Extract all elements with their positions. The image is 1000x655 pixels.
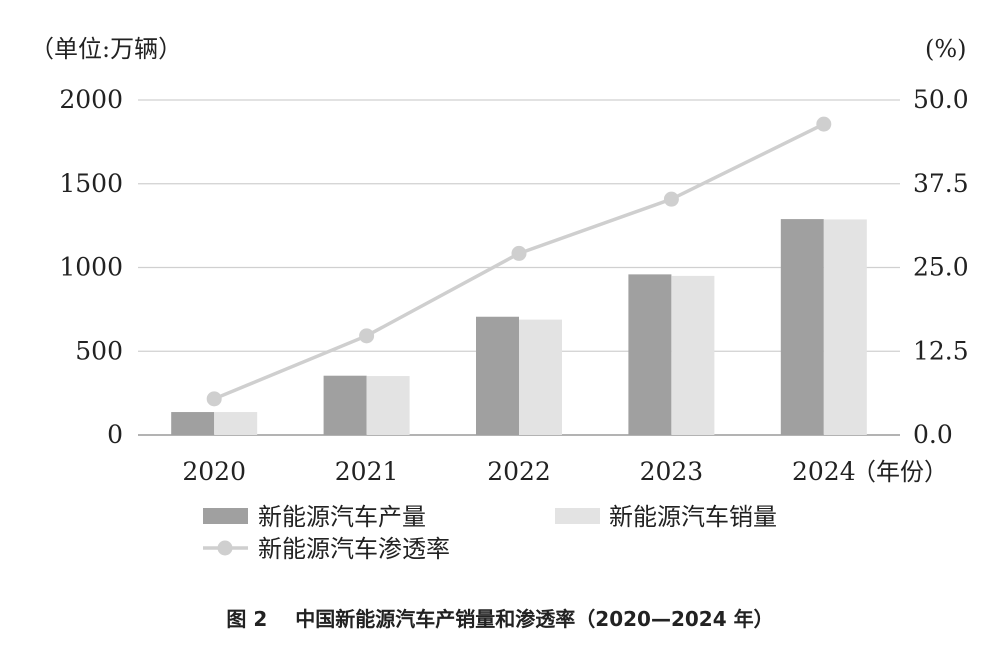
penetration-line [206,116,832,407]
right-tick-label: 37.5 [913,169,969,198]
bar-sales [519,319,562,435]
bar-production [323,375,367,435]
legend-marker-penetration [217,540,233,556]
bar-sales [671,275,715,435]
bar-production [780,219,824,435]
right-tick-label: 25.0 [913,253,969,282]
legend-swatch-sales [555,508,600,524]
x-axis-ticks: 2020 2021 2022 2023 2024 [182,457,855,486]
right-tick-label: 0.0 [913,420,953,449]
penetration-point [359,328,375,344]
penetration-point [511,245,527,261]
legend-label-sales: 新能源汽车销量 [609,503,777,531]
left-tick-label: 0 [107,420,123,449]
chart: （单位:万辆） (%) 0 500 1000 1500 2000 0.0 12.5 25.0… [30,35,969,563]
penetration-point [816,116,832,132]
bar-production [171,412,215,435]
left-tick-label: 500 [75,336,123,365]
right-tick-label: 12.5 [913,336,969,365]
bars [171,219,867,435]
bar-sales [823,219,867,435]
bar-sales [366,376,410,435]
x-tick-label: 2021 [335,457,399,486]
left-axis-ticks: 0 500 1000 1500 2000 [59,85,123,449]
figure-title: 中国新能源汽车产销量和渗透率（2020—2024 年） [295,607,774,631]
legend-label-production: 新能源汽车产量 [258,503,426,531]
left-tick-label: 1500 [59,169,123,198]
figure-number: 图 2 [226,607,268,631]
x-tick-label: 2024 [792,457,856,486]
x-tick-label: 2022 [487,457,551,486]
legend-label-penetration: 新能源汽车渗透率 [258,535,450,563]
x-tick-label: 2020 [182,457,246,486]
penetration-point [663,191,679,207]
right-axis-unit-label: (%) [925,35,967,63]
bar-sales [214,412,258,435]
figure-caption: 图 2 中国新能源汽车产销量和渗透率（2020—2024 年） [0,603,1000,632]
left-tick-label: 2000 [59,85,123,114]
left-axis-unit-label: （单位:万辆） [30,35,182,63]
legend-swatch-production [203,508,248,524]
x-tick-label: 2023 [640,457,704,486]
right-tick-label: 50.0 [913,85,969,114]
left-tick-label: 1000 [59,253,123,282]
bar-production [476,316,519,435]
bar-production [628,274,672,435]
x-axis-unit-label: （年份） [852,458,948,486]
penetration-point [206,391,222,407]
right-axis-ticks: 0.0 12.5 25.0 37.5 50.0 [913,85,969,449]
